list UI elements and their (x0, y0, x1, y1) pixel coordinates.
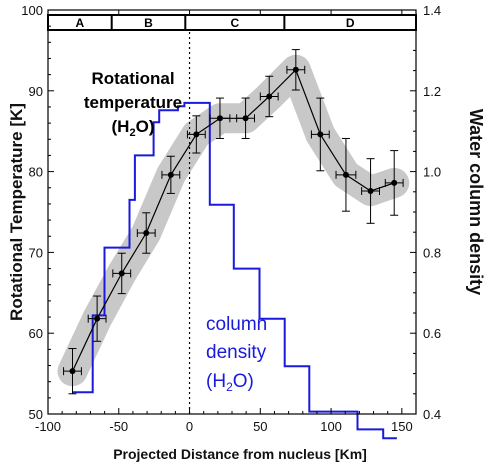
temperature-point (143, 230, 150, 237)
temperature-point (216, 115, 223, 122)
text-layer: Projected Distance from nucleus [Km] Rota… (7, 69, 484, 462)
temperature-point (367, 187, 374, 194)
temperature-point (167, 171, 174, 178)
x-tick-label: 50 (253, 419, 267, 434)
y-right-tick-label: 1.4 (423, 3, 441, 18)
temperature-point (94, 315, 101, 322)
column-density-layer (72, 101, 397, 440)
y-right-tick-label: 1.0 (423, 165, 441, 180)
y-left-tick-label: 50 (29, 407, 43, 422)
y-left-tick-label: 60 (29, 326, 43, 341)
tick-layer: -100 -50 0 50 100 150 50 60 70 80 90 100 0.4 0.6 0.8 1.… (21, 3, 441, 434)
temperature-annotation-line3: (H2O) (112, 117, 155, 139)
region-label-d: D (346, 16, 355, 30)
temperature-point (266, 93, 273, 100)
y-left-tick-label: 90 (29, 84, 43, 99)
temperature-annotation-line2: temperature (84, 93, 182, 112)
density-annotation-line2: density (206, 342, 267, 363)
x-axis-title: Projected Distance from nucleus [Km] (113, 446, 367, 462)
temperature-line (71, 68, 395, 372)
y-right-tick-label: 1.2 (423, 84, 441, 99)
temperature-annotation-part: 2 (129, 127, 135, 139)
y-right-tick-label: 0.6 (423, 326, 441, 341)
temperature-point (317, 131, 324, 138)
y-left-tick-label: 70 (29, 245, 43, 260)
y-left-tick-label: 100 (21, 3, 43, 18)
temperature-annotation-part: (H (112, 117, 130, 136)
y-right-tick-label: 0.8 (423, 245, 441, 260)
temperature-point (69, 368, 76, 375)
y-axis-title-left: Rotational Temperature [K] (7, 103, 26, 321)
region-bar-layer: A B C D (47, 14, 417, 31)
x-tick-label: -50 (109, 419, 128, 434)
temperature-point (292, 66, 299, 73)
region-label-c: C (230, 16, 239, 30)
y-left-tick-label: 80 (29, 165, 43, 180)
temperature-point (391, 179, 398, 186)
x-tick-label: 100 (320, 419, 342, 434)
density-annotation-part: (H (206, 371, 226, 392)
region-label-b: B (144, 16, 153, 30)
temperature-point (242, 115, 249, 122)
temperature-layer (63, 49, 404, 395)
y-right-tick-label: 0.4 (423, 407, 441, 422)
density-annotation-part: 2 (226, 380, 233, 394)
region-label-a: A (76, 16, 85, 30)
temperature-point (193, 131, 200, 138)
x-tick-label: 0 (186, 419, 193, 434)
temperature-point (342, 171, 349, 178)
column-density-step-line (72, 101, 397, 440)
temperature-annotation-part: O) (136, 117, 155, 136)
density-annotation-line1: column (206, 314, 267, 335)
density-annotation-line3: (H2O) (206, 371, 254, 394)
x-tick-label: -100 (35, 419, 61, 434)
x-tick-label: 150 (391, 419, 413, 434)
density-annotation-part: O) (233, 371, 254, 392)
temperature-annotation-line1: Rotational (91, 69, 174, 88)
temperature-point (118, 270, 125, 277)
y-axis-title-right: Water column density (466, 109, 484, 295)
